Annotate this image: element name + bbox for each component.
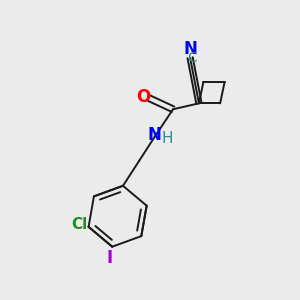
Text: O: O [136,88,151,106]
Text: H: H [162,130,173,146]
Text: C: C [187,51,197,65]
Text: Cl: Cl [71,217,87,232]
Text: I: I [107,249,113,267]
Text: N: N [148,126,162,144]
Text: N: N [184,40,198,58]
